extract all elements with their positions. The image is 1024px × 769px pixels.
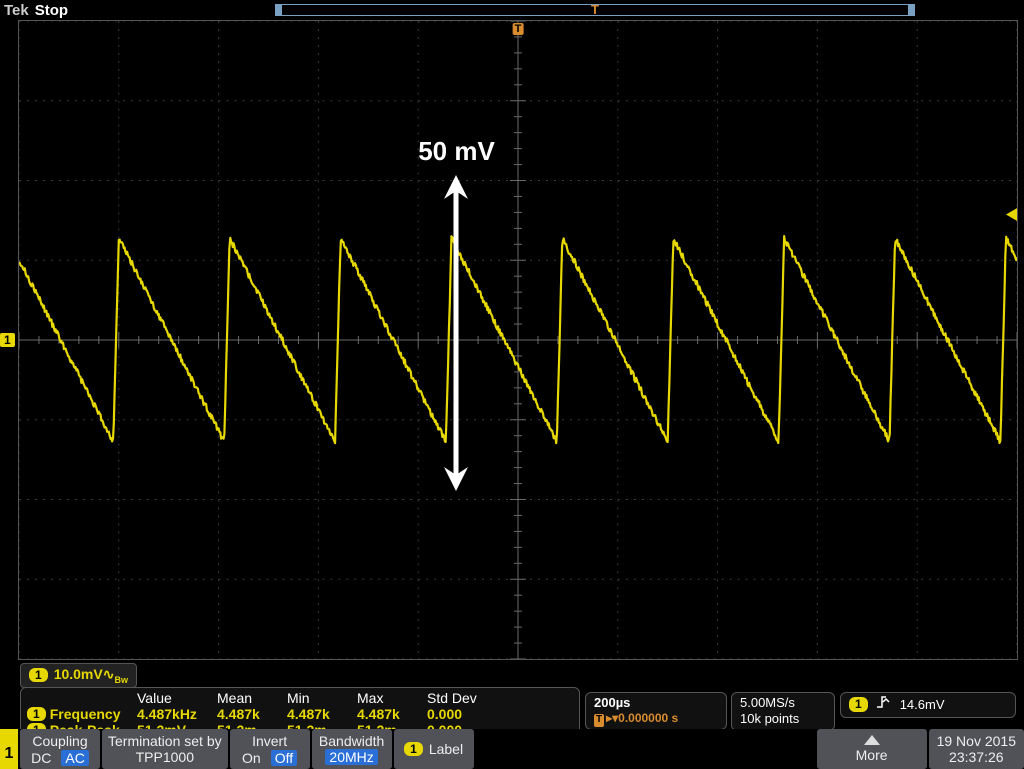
acquisition-state: Stop xyxy=(35,2,68,19)
scale-number: 10.0mV xyxy=(54,666,103,682)
trigger-source-badge-icon: 1 xyxy=(849,697,868,712)
active-channel-badge[interactable]: 1 xyxy=(0,729,18,769)
top-bar: Tek Stop T xyxy=(0,0,1024,20)
overview-handle-right[interactable] xyxy=(908,5,914,15)
up-triangle-icon xyxy=(864,735,880,745)
soft-title: Bandwidth xyxy=(319,733,384,749)
channel-badge-icon: 1 xyxy=(29,668,48,682)
meas-value: 4.487kHz xyxy=(137,706,217,722)
delay-arrow-icon: ▸▾ xyxy=(606,711,618,725)
measurement-row: 1 Frequency 4.487kHz 4.487k 4.487k 4.487k… xyxy=(27,706,573,722)
trigger-marker-top-icon: T xyxy=(591,2,599,17)
overview-handle-left[interactable] xyxy=(276,5,282,15)
trigger-readout[interactable]: 1 14.6mV xyxy=(840,692,1016,718)
ac-coupling-icon: ∿ xyxy=(103,666,115,682)
invert-button[interactable]: InvertOn Off xyxy=(230,729,310,769)
waveform-display[interactable]: T 50 mV xyxy=(18,20,1018,660)
timebase-overview[interactable]: T xyxy=(275,4,915,16)
meas-max: 4.487k xyxy=(357,706,427,722)
meas-name: Frequency xyxy=(50,706,121,722)
sample-readout[interactable]: 5.00MS/s 10k points xyxy=(731,692,835,731)
col-mean: Mean xyxy=(217,690,287,706)
delay-t-icon: T xyxy=(594,714,604,727)
trigger-t-icon: T xyxy=(513,23,524,35)
trigger-level-arrow-icon xyxy=(1005,207,1018,221)
opt-ac[interactable]: AC xyxy=(61,750,88,766)
soft-title: Invert xyxy=(252,733,287,749)
channel-1-ground-marker[interactable]: 1 xyxy=(0,333,15,347)
coupling-button[interactable]: CouplingDC AC xyxy=(20,729,100,769)
termination-button[interactable]: Termination set byTPP1000 xyxy=(102,729,228,769)
date-value: 19 Nov 2015 xyxy=(937,733,1016,749)
more-button[interactable]: More xyxy=(817,729,927,769)
timebase-readout[interactable]: 200µs T▸▾0.000000 s xyxy=(585,692,727,730)
label-channel-badge-icon: 1 xyxy=(404,742,423,756)
col-min: Min xyxy=(287,690,357,706)
trigger-level-value: 14.6mV xyxy=(900,697,945,713)
vertical-scale-value: 10.0mV∿Bw xyxy=(54,666,128,685)
measurements-header: Value Mean Min Max Std Dev xyxy=(27,690,573,706)
trigger-position-marker[interactable]: T xyxy=(513,20,524,35)
datetime-readout: 19 Nov 2015 23:37:26 xyxy=(929,729,1024,769)
opt-dc[interactable]: DC xyxy=(31,750,51,766)
soft-title: Label xyxy=(429,741,463,757)
col-max: Max xyxy=(357,690,427,706)
col-value: Value xyxy=(137,690,217,706)
opt-on[interactable]: On xyxy=(242,750,261,766)
bandwidth-button[interactable]: Bandwidth20MHz xyxy=(312,729,392,769)
soft-title: Termination set by xyxy=(108,733,222,749)
channel-scale-readout[interactable]: 1 10.0mV∿Bw xyxy=(20,663,137,688)
opt-off[interactable]: Off xyxy=(271,750,297,766)
meas-stddev: 0.000 xyxy=(427,706,497,722)
delay-value: 0.000000 s xyxy=(618,711,678,725)
brand-logo: Tek xyxy=(4,2,29,19)
rising-edge-icon xyxy=(876,695,892,715)
graticule-svg xyxy=(19,21,1017,659)
trigger-delay: T▸▾0.000000 s xyxy=(594,711,718,727)
label-button[interactable]: 1 Label xyxy=(394,729,474,769)
soft-sub: TPP1000 xyxy=(136,749,194,765)
soft-sub: 20MHz xyxy=(325,749,377,765)
meas-channel-badge-icon: 1 xyxy=(27,707,46,721)
bw-limit-icon: Bw xyxy=(114,675,128,685)
timebase-scale: 200µs xyxy=(594,695,718,711)
meas-min: 4.487k xyxy=(287,706,357,722)
time-value: 23:37:26 xyxy=(949,749,1004,765)
trigger-level-marker[interactable] xyxy=(1005,207,1018,224)
sample-rate: 5.00MS/s xyxy=(740,695,826,711)
record-length: 10k points xyxy=(740,711,826,727)
soft-title: Coupling xyxy=(32,733,87,749)
col-stddev: Std Dev xyxy=(427,690,497,706)
more-label: More xyxy=(856,747,888,763)
meas-mean: 4.487k xyxy=(217,706,287,722)
soft-menu: 1 CouplingDCACTermination set byTPP1000I… xyxy=(0,729,1024,769)
